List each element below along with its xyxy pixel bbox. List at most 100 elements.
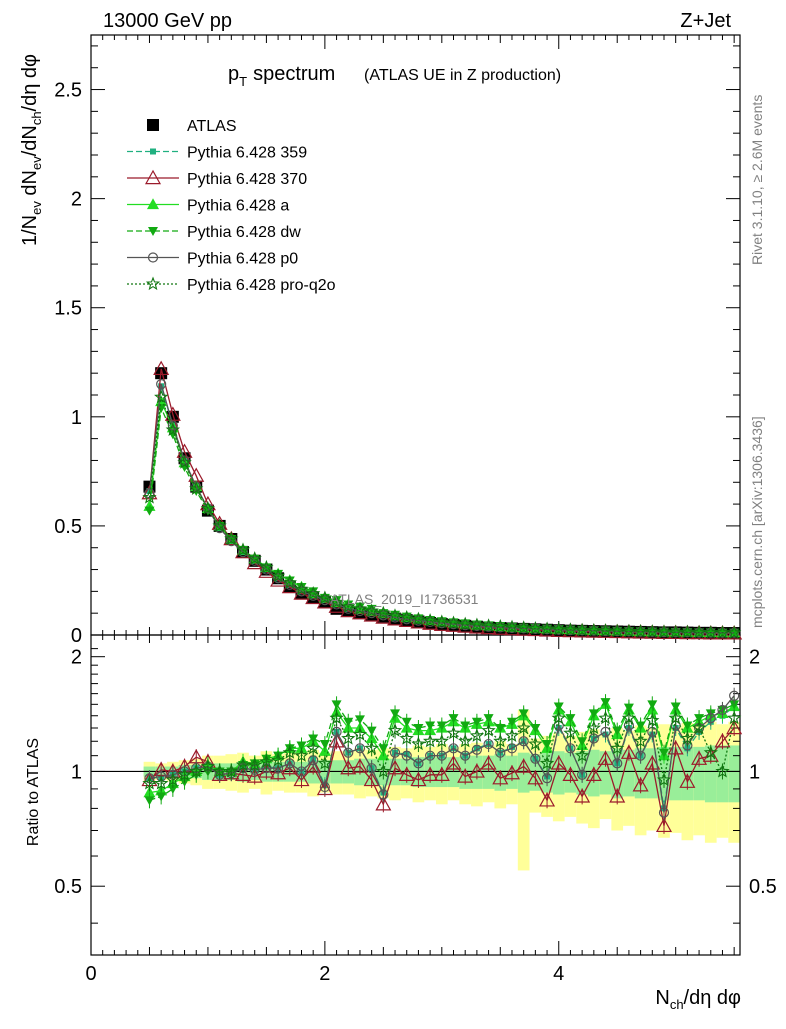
main-point-proq2o-28 [469, 617, 485, 631]
ratio-point-p0-36 [565, 743, 576, 754]
ratio-point-p370-41 [620, 744, 637, 759]
main-point-dw-14 [308, 587, 319, 597]
ratio-point-p0-32 [518, 736, 529, 747]
ratio-point-p370-48 [702, 747, 719, 762]
legend-item-dw: Pythia 6.428 dw [127, 224, 301, 241]
legend-label-atlas: ATLAS [187, 118, 237, 135]
ratio-point-proq2o-30 [493, 733, 508, 748]
ratio-point-p370-42 [632, 777, 649, 792]
main-y-tick-label: 0.5 [54, 516, 82, 538]
legend-label-p370: Pythia 6.428 370 [187, 171, 307, 188]
ratio-point-p370-46 [679, 773, 696, 788]
axis-tick-labels: 0 2 400.511.522.50.5 0.51 12 2 [54, 80, 777, 985]
ratio-point-p370-33 [527, 769, 544, 785]
ratio-point-p0-42 [635, 750, 646, 761]
ratio-point-dw-39 [600, 698, 611, 708]
main-point-p0-24 [425, 616, 436, 628]
main-point-proq2o-37 [574, 622, 590, 637]
ratio-point-proq2o-28 [469, 728, 485, 742]
band-green-26 [447, 757, 460, 788]
ratio-point-proq2o-24 [422, 733, 438, 748]
ratio-point-dw-1 [156, 792, 167, 802]
main-point-p0-43 [647, 626, 658, 638]
legend-item-atlas: ATLAS [147, 118, 237, 135]
band-green-35 [552, 751, 565, 795]
ratio-point-dw-14 [308, 734, 319, 744]
main-point-p0-26 [448, 618, 459, 630]
ratio-y-tick-label-right: 2 [749, 647, 760, 669]
main-point-p0-21 [389, 612, 401, 623]
ratio-point-dw-37 [577, 737, 588, 747]
ratio-point-p0-23 [413, 758, 424, 769]
ratio-point-proq2o-46 [680, 730, 695, 745]
ratio-point-p370-25 [433, 766, 450, 781]
band-green-47 [693, 746, 705, 801]
main-point-proq2o-33 [528, 621, 543, 635]
ratio-point-proq2o-23 [411, 736, 426, 751]
main-point-proq2o-23 [411, 611, 426, 626]
ratio-point-proq2o-7 [224, 764, 239, 778]
ratio-y-tick-label-right: 0.5 [749, 876, 777, 898]
main-point-p0-17 [343, 603, 354, 614]
ratio-point-dw-41 [623, 703, 634, 713]
main-point-proq2o-42 [633, 623, 648, 638]
ratio-point-proq2o-9 [247, 757, 262, 771]
legend-label-p359: Pythia 6.428 359 [187, 145, 307, 162]
ratio-point-p0-13 [296, 766, 307, 777]
title-p: p [228, 63, 239, 85]
main-point-dw-17 [343, 600, 354, 610]
ratio-point-proq2o-2 [165, 772, 181, 787]
ratio-point-p0-17 [343, 747, 354, 758]
main-point-proq2o-17 [341, 599, 356, 613]
main-y-tick-label: 1.5 [54, 298, 82, 320]
main-point-proq2o-31 [504, 619, 520, 634]
ratio-point-proq2o-18 [352, 727, 368, 741]
ratio-point-dw-46 [682, 721, 693, 731]
ratio-point-proq2o-12 [282, 745, 297, 759]
main-point-proq2o-47 [691, 624, 707, 639]
band-green-48 [704, 745, 717, 803]
legend-marker-p370 [144, 169, 162, 185]
analysis-watermark: ATLAS_2019_I1736531 [330, 591, 479, 607]
ratio-point-p370-14 [305, 758, 322, 773]
energy-label: 13000 GeV pp [103, 10, 232, 32]
ratio-point-p370-29 [480, 755, 497, 770]
ratio-point-dw-31 [506, 717, 517, 727]
main-point-proq2o-49 [715, 625, 730, 639]
main-point-p0-9 [249, 555, 260, 566]
ratio-y-tick-label: 1 [71, 761, 82, 783]
ratio-point-proq2o-49 [715, 764, 730, 778]
ratio-point-dw-42 [635, 721, 646, 731]
ratio-point-dw-32 [518, 709, 529, 719]
ratio-series-dw [144, 694, 740, 809]
ratio-point-dw-17 [343, 717, 354, 727]
main-point-p0-32 [518, 623, 529, 634]
legend-marker-p359 [150, 148, 156, 155]
x-axis-label: Nch/dη dφ [655, 987, 741, 1012]
main-point-p0-25 [436, 618, 447, 629]
ratio-point-p0-26 [448, 743, 459, 754]
main-y-tick-label: 0 [71, 625, 82, 647]
ratio-point-p370-28 [468, 763, 485, 778]
main-point-proq2o-30 [493, 618, 508, 633]
ratio-point-p370-39 [597, 750, 614, 765]
ratio-y-tick-label: 2 [71, 647, 82, 669]
title-subscript: T [239, 74, 247, 89]
ratio-point-p0-20 [378, 789, 389, 800]
main-point-proq2o-38 [586, 622, 601, 637]
ratio-point-proq2o-38 [586, 720, 601, 735]
ratio-point-dw-35 [553, 702, 564, 712]
ratio-point-p0-21 [389, 747, 401, 758]
main-point-dw-12 [284, 576, 295, 586]
main-point-proq2o-44 [656, 624, 672, 639]
ratio-point-p370-37 [574, 788, 591, 803]
ratio-point-proq2o-21 [387, 723, 403, 737]
main-point-p0-30 [495, 622, 506, 633]
main-point-proq2o-8 [235, 542, 251, 557]
main-point-proq2o-39 [598, 623, 613, 637]
ratio-point-p0-50 [729, 690, 740, 701]
ratio-point-proq2o-10 [259, 754, 274, 768]
ratio-point-dw-27 [460, 721, 471, 731]
ratio-point-proq2o-25 [434, 733, 449, 748]
ratio-point-proq2o-13 [294, 748, 309, 762]
